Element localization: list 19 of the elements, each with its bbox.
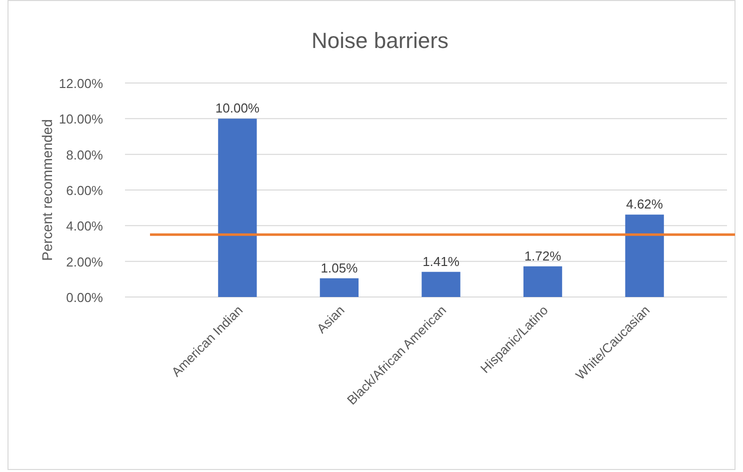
bar — [218, 118, 257, 297]
data-label: 1.05% — [320, 260, 358, 276]
bar — [625, 214, 664, 297]
bar — [320, 278, 359, 297]
data-label: 1.41% — [422, 254, 460, 269]
chart-title: Noise barriers — [312, 28, 448, 53]
y-tick-label: 2.00% — [66, 254, 104, 270]
y-tick-label: 0.00% — [66, 290, 104, 305]
data-label: 4.62% — [626, 196, 664, 212]
y-axis-title: Percent recommended — [39, 119, 55, 261]
y-tick-label: 8.00% — [66, 147, 104, 162]
data-label: 1.72% — [524, 248, 562, 264]
bar — [523, 266, 562, 297]
y-tick-label: 12.00% — [58, 76, 104, 91]
bar — [422, 272, 460, 297]
y-tick-label: 10.00% — [58, 112, 104, 127]
y-tick-label: 6.00% — [66, 183, 104, 198]
data-label: 10.00% — [215, 100, 260, 116]
y-tick-label: 4.00% — [66, 218, 104, 234]
